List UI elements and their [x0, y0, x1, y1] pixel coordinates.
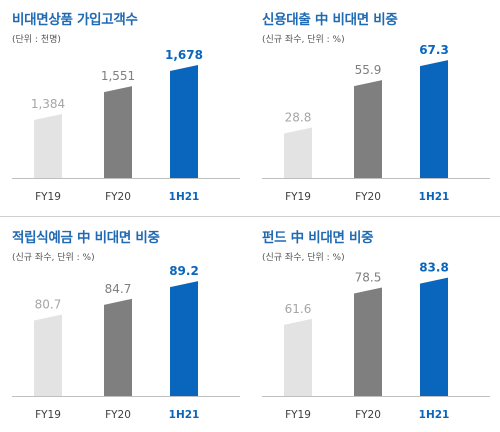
value-label: 1,678	[165, 48, 203, 62]
panel-unit: (단위 : 천명)	[12, 35, 61, 45]
bar-FY20	[104, 298, 132, 396]
bar-FY19	[284, 318, 312, 396]
bar-chart: 28.8 FY19 55.9 FY20 67.3 1H21	[262, 43, 490, 203]
panel-title: 펀드 中 비대면 비중	[262, 230, 374, 246]
value-label: 1,551	[101, 69, 135, 83]
category-label: 1H21	[419, 409, 450, 421]
panel-fund: 펀드 中 비대면 비중 (신규 좌수, 단위 : %) 61.6 FY19 78.5…	[258, 218, 496, 430]
bar-FY20	[354, 80, 382, 178]
bar-chart: 61.6 FY19 78.5 FY20 83.8 1H21	[262, 261, 490, 421]
bar-FY20	[354, 287, 382, 396]
value-label: 80.7	[35, 298, 62, 312]
bar-FY20	[104, 86, 132, 178]
panel-title: 비대면상품 가입고객수	[12, 12, 138, 28]
value-label: 89.2	[169, 264, 199, 278]
bar-1H21	[420, 277, 448, 396]
category-label: FY20	[105, 191, 131, 203]
value-label: 55.9	[355, 63, 382, 77]
bar-1H21	[420, 60, 448, 178]
category-label: FY20	[355, 409, 381, 421]
category-label: FY19	[35, 191, 61, 203]
panel-unit: (신규 좌수, 단위 : %)	[262, 253, 345, 263]
category-label: 1H21	[419, 191, 450, 203]
bar-1H21	[170, 281, 198, 396]
bar-FY19	[34, 314, 62, 396]
panel-credit-loan: 신용대출 中 비대면 비중 (신규 좌수, 단위 : %) 28.8 FY19 55…	[258, 0, 496, 212]
category-label: 1H21	[169, 191, 200, 203]
value-label: 83.8	[419, 261, 449, 275]
bar-chart: 80.7 FY19 84.7 FY20 89.2 1H21	[12, 264, 240, 421]
category-label: 1H21	[169, 409, 200, 421]
category-label: FY20	[355, 191, 381, 203]
panel-nonface-customers: 비대면상품 가입고객수 (단위 : 천명) 1,384 FY19 1,551 FY20…	[8, 0, 246, 212]
value-label: 1,384	[31, 97, 65, 111]
value-label: 84.7	[105, 282, 132, 296]
panel-unit: (신규 좌수, 단위 : %)	[262, 35, 345, 45]
category-label: FY19	[285, 191, 311, 203]
value-label: 67.3	[419, 43, 449, 57]
bar-FY19	[34, 114, 62, 178]
bar-chart: 1,384 FY19 1,551 FY20 1,678 1H21	[12, 48, 240, 203]
panel-unit: (신규 좌수, 단위 : %)	[12, 253, 95, 263]
panel-title: 신용대출 中 비대면 비중	[262, 12, 398, 28]
value-label: 28.8	[285, 111, 312, 125]
category-label: FY19	[285, 409, 311, 421]
section-divider	[0, 216, 500, 217]
value-label: 78.5	[355, 270, 382, 284]
panel-title: 적립식예금 中 비대면 비중	[12, 230, 160, 246]
category-label: FY20	[105, 409, 131, 421]
bar-FY19	[284, 127, 312, 178]
bar-1H21	[170, 65, 198, 178]
panel-installment-deposit: 적립식예금 中 비대면 비중 (신규 좌수, 단위 : %) 80.7 FY19 8…	[8, 218, 246, 430]
value-label: 61.6	[285, 302, 312, 316]
category-label: FY19	[35, 409, 61, 421]
